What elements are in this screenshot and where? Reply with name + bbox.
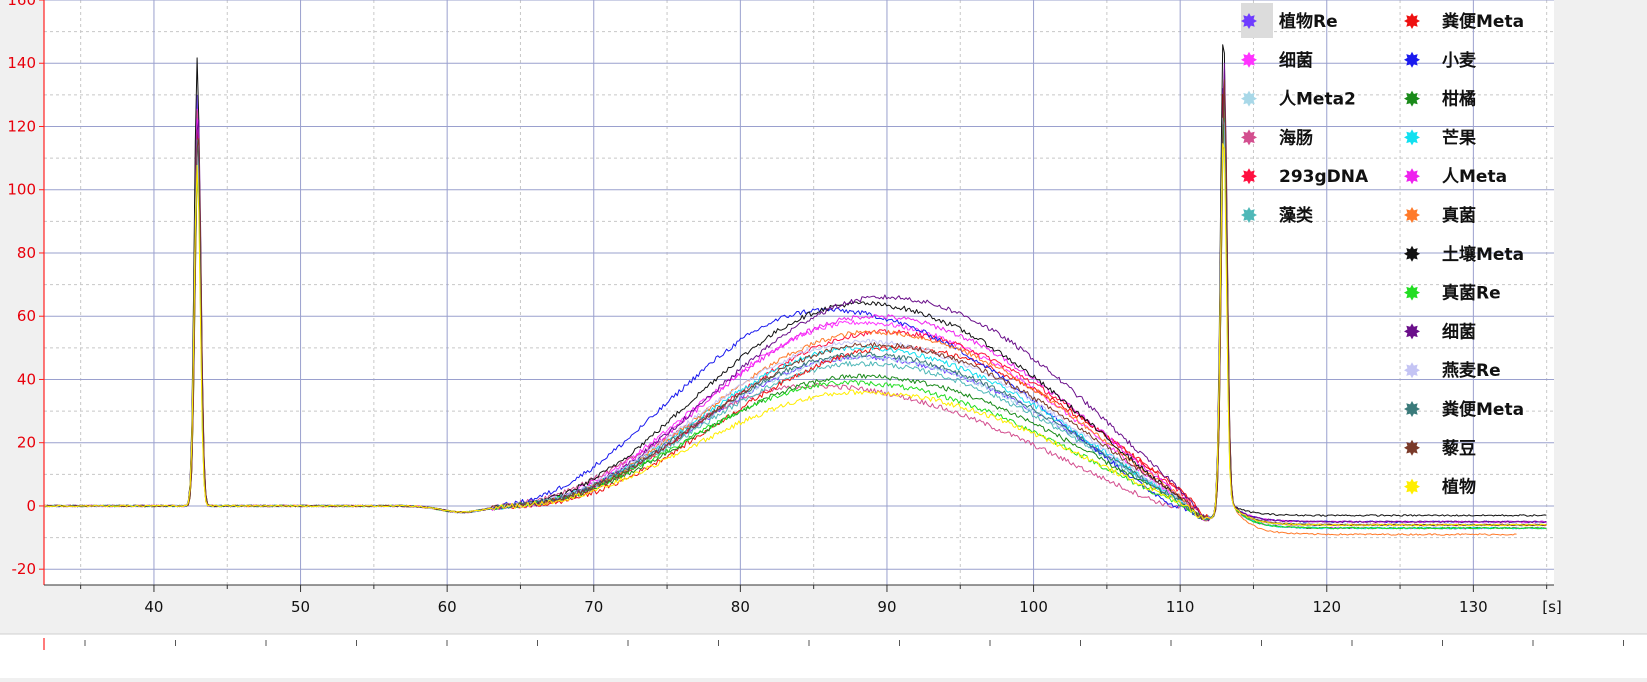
x-unit-label: [s] [1542,598,1562,616]
legend-marker-icon [1404,478,1420,495]
legend-marker-icon [1241,168,1257,185]
legend-marker-icon [1404,362,1420,379]
legend-item[interactable]: 植物 [1404,477,1476,498]
legend-item[interactable]: 柑橘 [1404,89,1476,110]
legend-item[interactable]: 小麦 [1404,50,1477,71]
legend-item[interactable]: 土壤Meta [1404,244,1524,265]
series-layer [43,44,1547,536]
x-tick-label: 70 [584,598,603,616]
legend-marker-icon [1404,401,1420,417]
legend-item[interactable]: 293gDNA [1241,167,1369,187]
legend-label: 植物Re [1279,11,1338,32]
legend-label: 293gDNA [1279,167,1369,187]
legend-marker-icon [1404,90,1420,107]
legend-marker-icon [1241,90,1257,107]
axes: -20 0 20 40 60 80 100 120 140 160 40 50 60 70 80 90 100 1… [7,0,1562,616]
legend-item[interactable]: 粪便Meta [1404,11,1524,32]
x-tick-label: 40 [144,598,163,616]
y-tick-label: 80 [17,244,36,262]
legend-label: 海肠 [1279,127,1313,148]
x-tick-label: 120 [1312,598,1341,616]
legend-label: 真菌 [1442,205,1476,226]
legend-item[interactable]: 植物Re [1241,11,1338,32]
legend-label: 真菌Re [1442,283,1501,304]
legend-label: 人Meta2 [1279,90,1356,110]
legend-label: 芒果 [1442,127,1476,148]
legend-item[interactable]: 芒果 [1404,127,1476,148]
grid [44,0,1554,585]
legend-item[interactable]: 人Meta2 [1241,90,1356,110]
legend-marker-icon [1404,284,1420,301]
legend-item[interactable]: 真菌 [1404,205,1476,226]
series-trace [43,143,1547,527]
legend-marker-icon [1404,323,1420,340]
legend-item[interactable]: 细菌 [1404,321,1476,342]
legend-label: 小麦 [1442,50,1477,71]
legend-marker-icon [1241,13,1257,29]
legend-label: 人Meta [1442,167,1507,187]
y-tick-label: 60 [17,307,36,325]
legend-item[interactable]: 细菌 [1241,50,1313,71]
legend-label: 细菌 [1442,321,1476,342]
plot-area [44,0,1554,585]
bottom-strip-bg [0,634,1647,678]
legend-item[interactable]: 人Meta [1404,167,1507,187]
y-tick-label: 0 [26,497,36,515]
legend-marker-icon [1404,207,1420,223]
bottom-strip [0,633,1647,678]
legend[interactable]: 植物Re细菌人Meta2海肠293gDNA藻类粪便Meta小麦柑橘芒果人Meta… [1241,3,1524,498]
legend-marker-icon [1241,51,1257,68]
y-tick-label: 120 [7,117,36,135]
legend-label: 植物 [1442,477,1476,498]
legend-item[interactable]: 真菌Re [1404,283,1501,304]
legend-marker-icon [1241,207,1257,223]
x-tick-label: 130 [1459,598,1488,616]
legend-label: 土壤Meta [1442,244,1524,265]
x-tick-label: 100 [1019,598,1048,616]
x-tick-label: 80 [731,598,750,616]
y-tick-label: 40 [17,370,36,388]
legend-label: 柑橘 [1442,89,1476,110]
legend-label: 粪便Meta [1442,11,1524,32]
y-tick-label: 100 [7,181,36,199]
legend-label: 燕麦Re [1442,360,1501,381]
legend-marker-icon [1241,129,1257,146]
legend-marker-icon [1404,51,1420,68]
legend-marker-icon [1404,168,1420,185]
legend-item[interactable]: 燕麦Re [1404,360,1501,381]
legend-item[interactable]: 藜豆 [1404,438,1476,459]
x-tick-label: 110 [1166,598,1195,616]
legend-item[interactable]: 藻类 [1241,205,1314,226]
legend-item[interactable]: 海肠 [1241,127,1313,148]
legend-marker-icon [1404,13,1420,29]
legend-label: 细菌 [1279,50,1313,71]
legend-label: 藻类 [1279,205,1314,226]
legend-label: 粪便Meta [1442,399,1524,420]
x-tick-label: 60 [438,598,457,616]
y-tick-label: -20 [12,560,37,578]
legend-marker-icon [1404,439,1420,456]
x-tick-label: 50 [291,598,310,616]
y-tick-label: 20 [17,434,36,452]
y-tick-label: 140 [7,54,36,72]
legend-label: 藜豆 [1442,438,1476,459]
legend-item[interactable]: 粪便Meta [1404,399,1524,420]
legend-marker-icon [1404,129,1420,146]
legend-marker-icon [1404,245,1420,262]
x-tick-label: 90 [877,598,896,616]
y-tick-label: 160 [7,0,36,9]
